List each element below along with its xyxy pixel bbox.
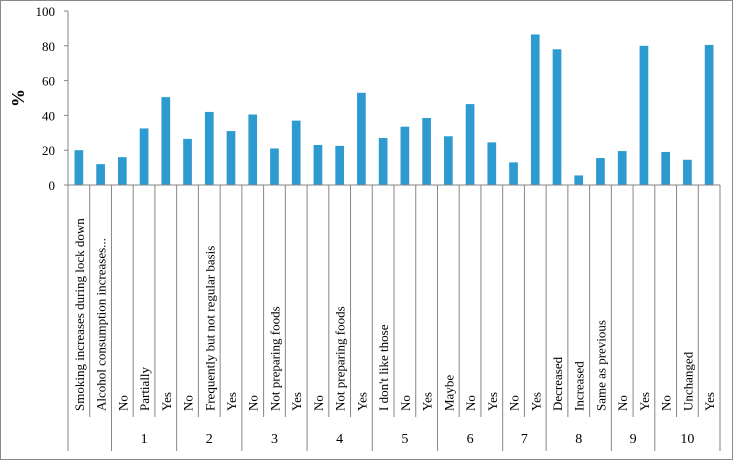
category-label: Yes	[289, 392, 304, 411]
bar	[552, 49, 562, 185]
category-label: Partially	[137, 366, 152, 411]
bar	[487, 142, 497, 185]
category-label: Yes	[528, 392, 543, 411]
group-label: 10	[680, 432, 694, 447]
category-label: No	[507, 395, 522, 411]
bar	[574, 175, 584, 185]
category-label: Smoking increases during lock down	[72, 218, 87, 411]
bar	[639, 45, 649, 185]
bar	[335, 145, 345, 185]
category-label: Not preparing foods	[333, 306, 348, 411]
bar	[161, 97, 171, 185]
y-tick-label: 0	[49, 178, 56, 193]
group-label: 4	[336, 432, 343, 447]
bar	[704, 44, 714, 186]
group-label: 1	[141, 432, 148, 447]
group-label: 3	[271, 432, 278, 447]
category-label: I don't like those	[376, 324, 391, 411]
bar	[183, 138, 192, 185]
category-label: No	[463, 395, 478, 411]
bar	[661, 151, 671, 185]
y-tick-label: 80	[42, 39, 55, 54]
bar	[226, 131, 236, 185]
category-label: Yes	[159, 392, 174, 411]
bar	[139, 128, 149, 185]
bar	[270, 148, 279, 185]
bar	[248, 114, 258, 185]
group-label: 9	[630, 432, 637, 447]
bar	[422, 118, 431, 185]
bar	[96, 164, 105, 185]
category-label: No	[311, 395, 326, 411]
category-label: Frequently but not regular basis	[202, 246, 217, 411]
category-label: Yes	[702, 392, 717, 411]
group-label: 7	[521, 432, 528, 447]
bar	[117, 157, 127, 185]
bar	[530, 34, 540, 185]
category-label: No	[115, 395, 130, 411]
group-label: 8	[575, 432, 582, 447]
category-label: No	[398, 395, 413, 411]
bar	[596, 158, 605, 185]
category-label: No	[615, 395, 630, 411]
y-tick-label: 40	[42, 108, 55, 123]
group-label: 2	[206, 432, 213, 447]
category-label: Unchanged	[680, 351, 695, 411]
category-label: Increased	[572, 361, 587, 411]
category-label: Same as previous	[593, 320, 608, 411]
bar	[204, 111, 214, 185]
category-label: No	[181, 395, 196, 411]
category-label: Yes	[485, 392, 500, 411]
group-label: 6	[467, 432, 474, 447]
bar	[400, 126, 410, 185]
bar	[378, 138, 388, 185]
category-label: Yes	[420, 392, 435, 411]
category-label: Yes	[354, 392, 369, 411]
bar	[313, 144, 323, 185]
category-label: Maybe	[441, 375, 456, 411]
bar	[291, 120, 301, 185]
bar	[683, 159, 692, 185]
y-tick-label: 20	[42, 143, 55, 158]
category-label: Decreased	[550, 356, 565, 411]
y-tick-label: 100	[36, 4, 56, 19]
bar	[443, 136, 453, 185]
category-label: Alcohol consumption increases...	[94, 238, 109, 411]
category-label: Yes	[224, 392, 239, 411]
bar	[357, 92, 366, 185]
category-label: No	[246, 395, 261, 411]
bar	[465, 104, 475, 185]
group-label: 5	[401, 432, 408, 447]
bar	[509, 162, 518, 185]
y-tick-label: 60	[42, 74, 55, 89]
category-label: No	[659, 395, 674, 411]
category-label: Yes	[637, 392, 652, 411]
bar	[617, 151, 627, 185]
bar	[74, 150, 84, 185]
category-label: Not preparing foods	[267, 306, 282, 411]
y-axis-label: %	[8, 89, 28, 107]
